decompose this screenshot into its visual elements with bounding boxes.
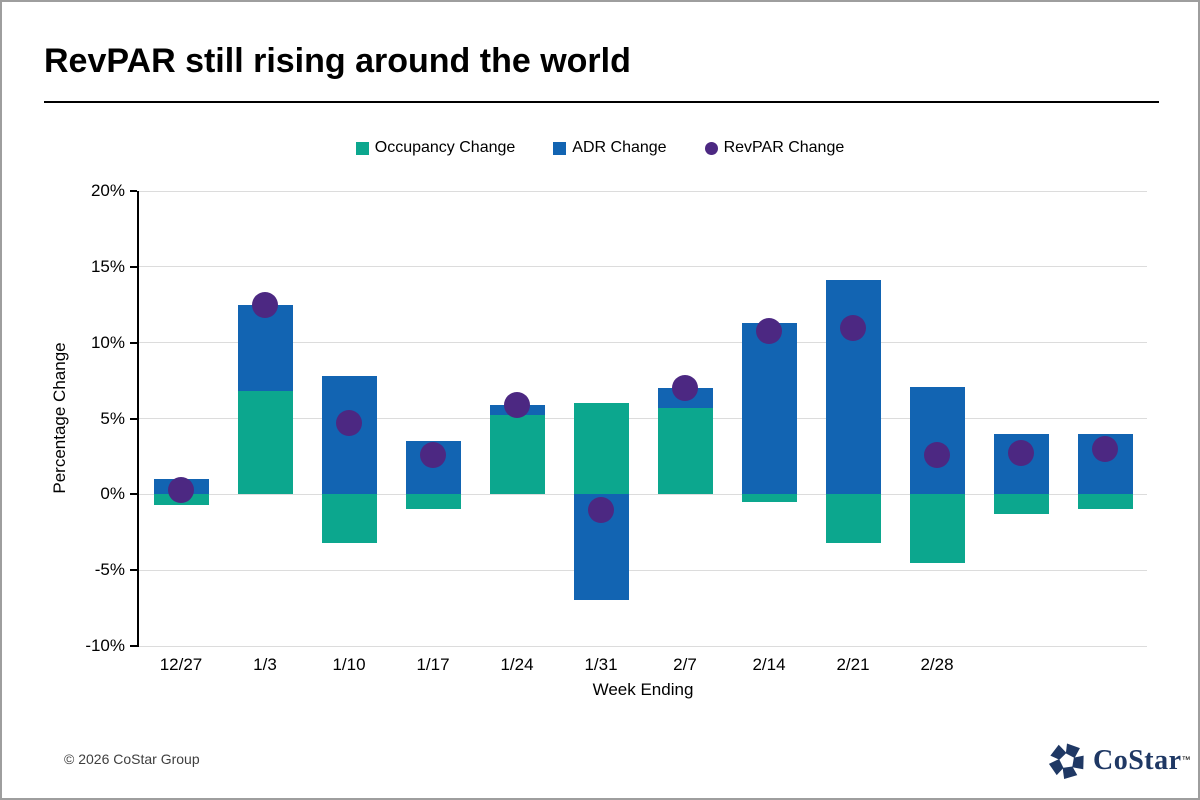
x-tick-label: 1/24 xyxy=(500,655,534,674)
occupancy-bar xyxy=(321,494,377,543)
x-tick-label: 2/7 xyxy=(673,655,697,674)
revpar-dot xyxy=(924,441,950,468)
revpar-dot xyxy=(336,410,362,437)
copyright-text: © 2026 CoStar Group xyxy=(64,751,200,767)
occupancy-bar xyxy=(657,407,713,495)
occupancy-legend-marker-icon xyxy=(355,141,369,155)
gridline xyxy=(139,493,1147,495)
y-axis-title: Percentage Change xyxy=(50,342,69,494)
revpar-dot xyxy=(420,441,446,468)
gridline xyxy=(139,418,1147,419)
costar-pinwheel-icon xyxy=(1048,743,1084,780)
y-axis-line xyxy=(137,191,139,647)
chart-legend: Occupancy Change ADR Change RevPAR Chang… xyxy=(2,139,1198,157)
x-tick-label: 2/21 xyxy=(836,655,870,674)
gridline xyxy=(139,190,1147,192)
costar-wordmark-text: CoStar xyxy=(1093,745,1182,776)
legend-item-revpar: RevPAR Change xyxy=(704,139,845,157)
y-axis-tick xyxy=(130,645,137,647)
legend-label-adr: ADR Change xyxy=(572,139,667,156)
x-axis-title: Week Ending xyxy=(592,680,694,699)
revpar-dot xyxy=(504,391,530,418)
legend-label-occupancy: Occupancy Change xyxy=(374,139,516,156)
revpar-dot xyxy=(168,476,194,503)
revpar-dot xyxy=(756,317,782,344)
x-tick-label: 1/3 xyxy=(253,655,277,674)
occupancy-bar xyxy=(741,494,797,502)
y-axis-tick xyxy=(130,265,137,268)
x-tick-label: 1/10 xyxy=(332,655,366,674)
y-axis-tick xyxy=(130,417,137,420)
adr-legend-marker-icon xyxy=(553,141,567,155)
gridline xyxy=(139,266,1147,268)
revpar-dot xyxy=(840,314,866,341)
gridline xyxy=(139,645,1147,647)
revpar-dot xyxy=(252,291,278,318)
occupancy-bar xyxy=(573,403,629,495)
revpar-dot xyxy=(672,375,698,402)
y-tick-label: -5% xyxy=(94,560,125,580)
revpar-dot xyxy=(1092,435,1118,462)
trademark-symbol: ™ xyxy=(1181,754,1191,765)
y-tick-label: -10% xyxy=(85,636,125,655)
y-axis-tick xyxy=(130,493,137,496)
y-axis-tick xyxy=(130,341,137,344)
gridline xyxy=(139,342,1147,344)
y-tick-label: 20% xyxy=(90,181,125,200)
occupancy-bar xyxy=(825,494,881,543)
x-tick-label: 2/14 xyxy=(752,655,786,674)
revpar-dot xyxy=(1008,440,1034,467)
gridline xyxy=(139,569,1147,571)
plot-area: Week Ending 20% 15% 10% 5% 0% -5% -10% 12/27 1/3… xyxy=(85,182,1147,699)
x-tick-label: 1/31 xyxy=(584,655,618,674)
adr-bar xyxy=(741,322,797,495)
x-tick-label: 12/27 xyxy=(159,655,203,674)
title-underline xyxy=(44,101,1159,103)
x-tick-label: 2/28 xyxy=(920,655,954,674)
y-tick-label: 15% xyxy=(90,256,125,276)
occupancy-bar xyxy=(993,494,1049,515)
y-tick-label: 5% xyxy=(100,408,125,428)
occupancy-bar xyxy=(405,494,461,510)
adr-bar xyxy=(237,304,293,392)
x-tick-label: 1/17 xyxy=(416,655,450,674)
adr-bar xyxy=(825,280,881,495)
page-title: RevPAR still rising around the world xyxy=(44,42,631,80)
occupancy-bar xyxy=(909,494,965,563)
occupancy-bar xyxy=(1077,494,1133,510)
y-tick-label: 0% xyxy=(100,484,125,504)
y-axis-tick xyxy=(130,190,137,192)
costar-wordmark: CoStar™ xyxy=(1093,745,1191,777)
legend-item-adr: ADR Change xyxy=(553,139,667,157)
revpar-legend-marker-icon xyxy=(704,141,718,155)
revpar-dot xyxy=(588,496,614,523)
costar-logo: CoStar™ xyxy=(1048,742,1191,780)
legend-item-occupancy: Occupancy Change xyxy=(355,139,516,157)
y-tick-label: 10% xyxy=(90,332,125,352)
occupancy-bar xyxy=(489,415,545,495)
y-axis-tick xyxy=(130,569,137,572)
occupancy-bar xyxy=(237,391,293,495)
legend-label-revpar: RevPAR Change xyxy=(723,139,845,156)
adr-bar xyxy=(909,386,965,495)
